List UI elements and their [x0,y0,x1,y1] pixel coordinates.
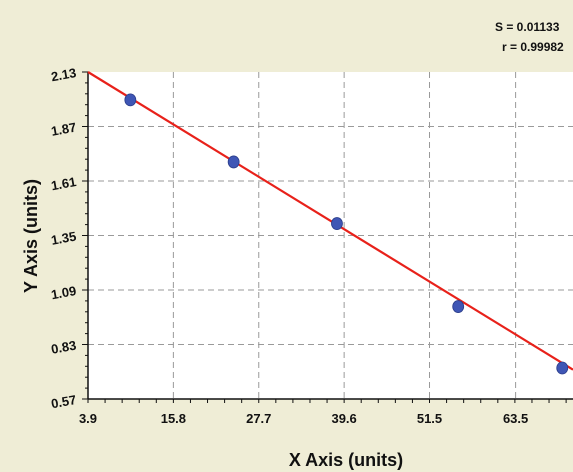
y-tick-label: 0.57 [50,392,78,411]
tick-labels: 3.9 15.8 27.7 39.6 51.5 63.5 2.13 1.87 1.61 1.35 1… [50,65,528,426]
s-statistic: S = 0.01133 [495,20,560,34]
data-point [331,217,343,230]
y-tick-label: 2.13 [50,65,78,84]
minor-ticks [82,71,567,403]
x-tick-label: 39.6 [331,411,356,426]
y-tick-label: 1.35 [50,229,78,248]
x-tick-label: 15.8 [161,411,186,426]
y-tick-label: 0.83 [50,338,78,357]
y-axis-title: Y Axis (units) [21,179,41,293]
data-points [124,93,569,375]
regression-line [87,71,573,371]
grid-lines [88,72,573,399]
y-tick-label: 1.61 [50,174,78,193]
y-tick-label: 1.87 [50,120,78,139]
x-tick-label: 63.5 [503,411,528,426]
r-statistic: r = 0.99982 [502,40,564,54]
data-point [124,93,137,107]
x-tick-label: 51.5 [417,411,442,426]
data-point [452,300,465,313]
x-tick-label: 27.7 [246,411,271,426]
x-tick-label: 3.9 [79,411,97,426]
y-tick-label: 1.09 [50,283,78,302]
data-point [556,361,569,375]
x-axis-title: X Axis (units) [289,450,403,470]
data-point [227,155,240,169]
